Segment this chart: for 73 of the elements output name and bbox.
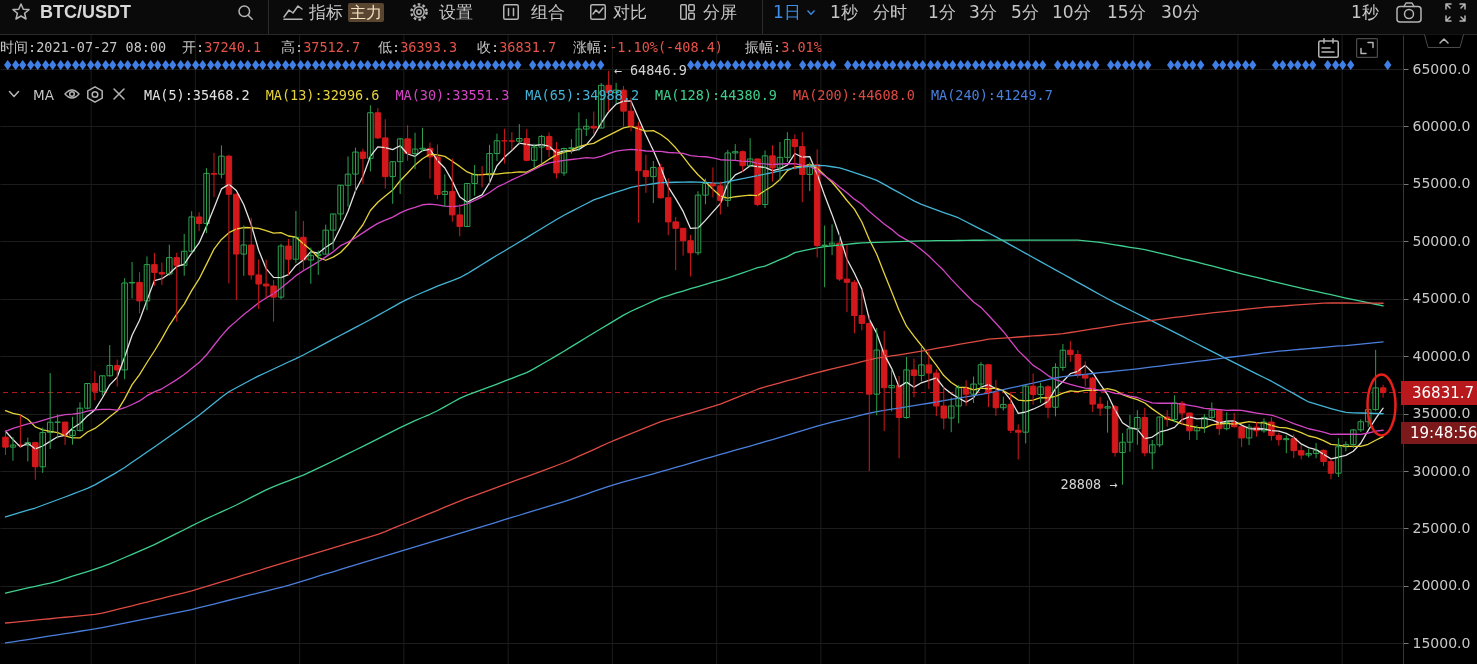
y-tick-label: 30000.0	[1412, 462, 1471, 479]
annotation: 收:36831.7	[477, 39, 557, 55]
candlestick	[1283, 434, 1290, 454]
annotation: 开:37240.1	[182, 39, 262, 55]
annotation: 低:36393.3	[378, 39, 458, 55]
text: 对比	[613, 1, 647, 24]
ref-line-label: 36831.7	[1401, 380, 1477, 405]
candlestick	[307, 247, 315, 285]
y-tick-label: 20000.0	[1412, 577, 1471, 594]
y-tick-label: 60000.0	[1412, 117, 1471, 134]
text: 3分	[969, 1, 997, 24]
text: 设置	[439, 1, 473, 24]
text: 10分	[1052, 1, 1091, 24]
candlestick	[203, 167, 210, 234]
text: MA(240):41249.7	[930, 86, 1053, 104]
line-series	[4, 341, 1384, 644]
text: 1分	[928, 1, 956, 24]
candlestick	[2, 430, 9, 456]
candlestick	[218, 144, 225, 179]
candlestick	[516, 123, 523, 145]
text: MA(200):44608.0	[792, 86, 915, 104]
text: 组合	[531, 1, 565, 24]
candlestick	[873, 327, 880, 416]
text: 分屏	[703, 1, 737, 24]
candlestick	[441, 173, 449, 208]
candlestick	[166, 244, 173, 277]
annotation: 振幅:3.01%	[745, 39, 822, 55]
text: 1日	[773, 1, 801, 24]
text: 1秒	[1351, 1, 1379, 24]
text: 15分	[1107, 1, 1146, 24]
text: MA(128):44380.9	[655, 86, 777, 104]
candlestick	[17, 414, 24, 448]
text: 指标	[309, 1, 343, 24]
candlestick	[590, 111, 598, 135]
candlestick	[240, 225, 248, 277]
candlestick	[173, 252, 181, 323]
candlestick	[1104, 400, 1111, 434]
y-tick-label: 35000.0	[1412, 405, 1471, 422]
candlestick	[1171, 394, 1178, 423]
candlestick	[888, 368, 895, 412]
text: 1秒	[830, 1, 858, 24]
line-series	[4, 239, 1384, 594]
text: MA(30):33551.3	[395, 86, 510, 104]
annotation: 涨幅:-1.10%(-408.4)	[573, 39, 723, 55]
text: 分时	[873, 1, 907, 24]
annotation: MA	[33, 86, 54, 104]
candlestick	[136, 271, 143, 314]
candlestick	[650, 160, 657, 204]
y-tick-label: 45000.0	[1412, 290, 1471, 307]
text: MA(13):32996.6	[265, 86, 380, 104]
annotation: 28808 →	[1060, 475, 1118, 492]
text: 5分	[1011, 1, 1039, 24]
text: BTC/USDT	[40, 1, 131, 24]
text: 19:48:56	[1401, 421, 1477, 444]
line-series	[4, 302, 1384, 624]
text: 30分	[1161, 1, 1200, 24]
annotation: ← 64846.9	[613, 61, 687, 78]
y-tick-label: 15000.0	[1412, 634, 1471, 651]
candlestick	[285, 238, 292, 276]
candlestick	[367, 104, 374, 172]
candlestick	[918, 346, 925, 382]
annotation: 高:37512.7	[281, 39, 361, 55]
text: MA(5):35468.2	[144, 86, 250, 104]
y-tick-label: 25000.0	[1412, 519, 1471, 536]
y-tick-label: 40000.0	[1412, 347, 1471, 364]
candlestick	[1037, 382, 1044, 404]
candlestick	[769, 144, 776, 183]
y-tick-label: 50000.0	[1412, 232, 1471, 249]
annotation: 时间:2021-07-27 08:00	[0, 38, 167, 56]
y-tick-label: 65000.0	[1412, 60, 1471, 77]
candlestick	[1141, 407, 1149, 457]
y-tick-label: 55000.0	[1412, 175, 1471, 192]
text: 主力	[348, 3, 384, 22]
